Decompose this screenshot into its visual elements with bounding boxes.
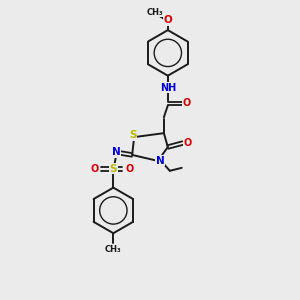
Text: O: O xyxy=(125,164,133,174)
Text: S: S xyxy=(110,164,117,174)
Text: O: O xyxy=(184,138,192,148)
Text: O: O xyxy=(182,98,191,108)
Text: S: S xyxy=(129,130,137,140)
Text: N: N xyxy=(112,147,121,157)
Text: CH₃: CH₃ xyxy=(147,8,163,17)
Text: CH₃: CH₃ xyxy=(105,244,122,253)
Text: O: O xyxy=(164,15,172,25)
Text: O: O xyxy=(90,164,99,174)
Text: N: N xyxy=(155,156,164,166)
Text: NH: NH xyxy=(160,82,176,93)
